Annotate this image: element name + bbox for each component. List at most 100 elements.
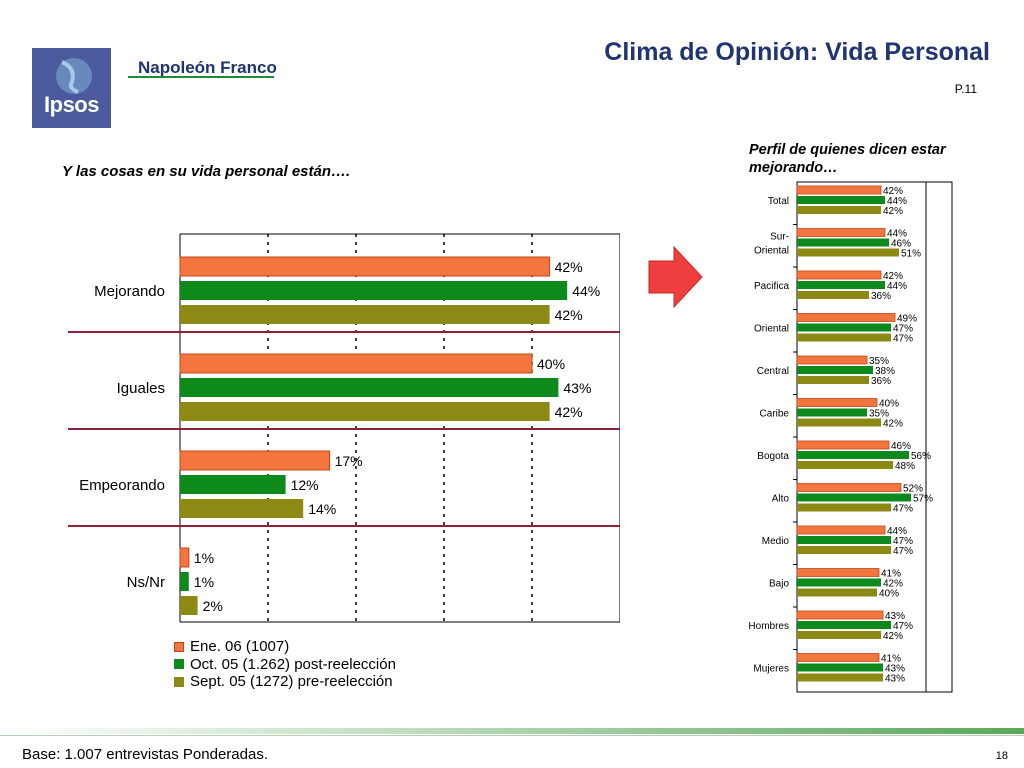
profile-data-label-s2-c6: 35% (869, 409, 889, 420)
brand-underline (128, 76, 274, 78)
profile-data-label-s3-c7: 48% (895, 461, 915, 472)
category-label-1: Mejorando (94, 283, 165, 300)
profile-category-label-1: Total (768, 196, 789, 207)
main-bar-chart: Mejorando 42% 44% 42% Iguales 40% 43% 42% Empeor… (68, 233, 620, 623)
profile-data-label-s2-c1: 44% (887, 196, 907, 207)
data-label-s1-c3: 17% (335, 453, 363, 469)
profile-data-label-s3-c4: 47% (893, 334, 913, 345)
profile-bar-s2-c3 (797, 281, 885, 289)
profile-data-label-s1-c6: 40% (879, 399, 899, 410)
profile-bar-s3-c7 (797, 461, 893, 469)
profile-data-label-s2-c11: 47% (893, 621, 913, 632)
globe-icon (56, 58, 92, 94)
profile-bar-s1-c8 (796, 483, 902, 492)
data-label-s1-c1: 42% (555, 259, 583, 275)
profile-data-label-s1-c10: 41% (881, 569, 901, 580)
footer-band (0, 728, 1024, 734)
profile-data-label-s2-c5: 38% (875, 366, 895, 377)
bar-s3-c4 (180, 596, 198, 615)
profile-category-label-7: Bogota (757, 451, 789, 462)
profile-bar-s3-c4 (797, 333, 891, 342)
data-label-s3-c3: 14% (308, 501, 336, 517)
profile-data-label-s2-c10: 42% (883, 579, 903, 590)
profile-category-label-6: Caribe (760, 409, 790, 420)
profile-category-label-9: Medio (762, 536, 790, 547)
legend-label-3: Sept. 05 (1272) pre-reelección (190, 673, 393, 690)
profile-category-label-8: Alto (772, 494, 790, 505)
profile-data-label-s3-c6: 42% (883, 419, 903, 430)
page-title: Clima de Opinión: Vida Personal (604, 38, 990, 66)
bar-s2-c2 (180, 378, 559, 397)
profile-data-label-s3-c8: 47% (893, 504, 913, 515)
profile-bar-s1-c1 (796, 185, 882, 195)
profile-data-label-s3-c3: 36% (871, 291, 891, 302)
profile-category-label-5: Central (757, 366, 789, 377)
profile-bar-s1-c5 (796, 355, 868, 365)
profile-bar-s1-c2 (796, 228, 886, 237)
legend-item-series-3: Sept. 05 (1272) pre-reelección (174, 673, 396, 691)
profile-data-label-s3-c5: 36% (871, 376, 891, 387)
bar-s3-c3 (180, 499, 304, 518)
profile-data-label-s3-c1: 42% (883, 206, 903, 217)
profile-data-label-s2-c9: 47% (893, 536, 913, 547)
profile-category-label-2: Sur-Oriental (754, 232, 789, 257)
data-label-s3-c2: 42% (555, 404, 583, 420)
profile-data-label-s3-c9: 47% (893, 546, 913, 557)
legend-swatch-3 (174, 676, 184, 687)
profile-bar-s1-c4 (796, 313, 896, 322)
legend-label-1: Ene. 06 (1007) (190, 638, 290, 655)
bar-s1-c3 (179, 450, 331, 471)
profile-bar-s3-c3 (797, 291, 869, 299)
bar-s1-c4 (179, 547, 190, 568)
profile-data-label-s2-c3: 44% (887, 281, 907, 292)
profile-category-label-3: Pacifica (754, 281, 789, 292)
profile-data-label-s1-c9: 44% (887, 526, 907, 537)
profile-bar-s1-c7 (796, 440, 890, 450)
profile-bar-s2-c10 (797, 578, 881, 587)
profile-data-label-s1-c3: 42% (883, 271, 903, 282)
bar-s2-c3 (180, 475, 286, 494)
profile-bar-s3-c5 (797, 376, 869, 384)
footer-line (0, 735, 1024, 736)
profile-bar-s3-c12 (797, 673, 883, 682)
profile-data-label-s1-c4: 49% (897, 314, 917, 325)
profile-bar-s2-c5 (797, 366, 873, 374)
profile-bar-s3-c1 (797, 206, 881, 214)
legend-swatch-2 (174, 659, 184, 670)
profile-data-label-s1-c2: 44% (887, 229, 907, 240)
ipsos-logo (32, 48, 111, 128)
data-label-s2-c4: 1% (194, 574, 214, 590)
bar-s1-c2 (179, 353, 533, 374)
profile-bar-s2-c11 (797, 621, 891, 629)
legend: Ene. 06 (1007) Oct. 05 (1.262) post-reel… (174, 638, 396, 691)
profile-bar-s3-c2 (797, 248, 899, 257)
bar-s2-c1 (180, 281, 568, 300)
profile-bar-s1-c11 (796, 610, 884, 620)
bar-s1-c1 (179, 256, 551, 277)
profile-data-label-s2-c8: 57% (913, 494, 933, 505)
profile-data-label-s2-c2: 46% (891, 239, 911, 250)
profile-bar-s2-c4 (797, 323, 891, 332)
category-label-2: Iguales (117, 380, 165, 397)
profile-bar-chart: Total42%44%42%Sur-Oriental44%46%51%Pacif… (748, 181, 953, 693)
profile-bar-s1-c3 (796, 270, 882, 280)
profile-category-label-10: Bajo (769, 579, 789, 590)
data-label-s3-c1: 42% (555, 307, 583, 323)
main-question: Y las cosas en su vida personal están…. (62, 163, 351, 180)
profile-bar-s1-c12 (796, 653, 880, 662)
profile-data-label-s3-c10: 40% (879, 589, 899, 600)
profile-data-label-s3-c2: 51% (901, 249, 921, 260)
data-label-s1-c4: 1% (194, 550, 214, 566)
profile-bar-s3-c9 (797, 546, 891, 554)
bar-s3-c1 (180, 305, 550, 324)
data-label-s3-c4: 2% (203, 598, 223, 614)
profile-bar-s1-c9 (796, 525, 886, 535)
profile-bar-s2-c9 (797, 536, 891, 544)
data-label-s2-c2: 43% (563, 380, 591, 396)
profile-data-label-s1-c5: 35% (869, 356, 889, 367)
legend-item-series-1: Ene. 06 (1007) (174, 638, 396, 656)
brand-name: Napoleón Franco (138, 58, 277, 77)
legend-swatch-1 (174, 641, 184, 652)
profile-bar-s3-c6 (797, 418, 881, 427)
profile-data-label-s1-c12: 41% (881, 654, 901, 665)
